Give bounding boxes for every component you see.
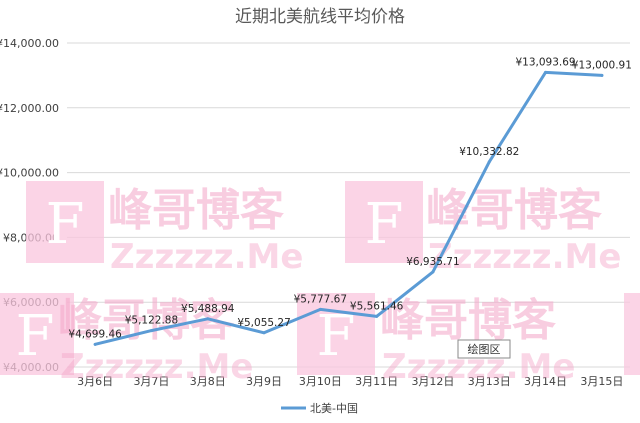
data-label: ¥5,561.46: [350, 300, 404, 312]
data-point: [318, 307, 322, 311]
y-tick-label: ¥10,000.00: [0, 167, 59, 180]
watermark-text: 峰哥博客: [426, 185, 602, 236]
tooltip-label: 绘图区: [468, 342, 501, 356]
data-label: ¥6,935.71: [406, 256, 459, 268]
data-label: ¥5,488.94: [181, 303, 235, 315]
y-tick-label: ¥14,000.00: [0, 37, 59, 50]
data-label: ¥5,777.67: [294, 293, 347, 305]
data-point: [375, 314, 379, 318]
watermark-square: [297, 293, 375, 375]
series-line: [93, 70, 604, 346]
data-point: [544, 70, 548, 74]
chart-title: 近期北美航线平均价格: [235, 7, 405, 27]
x-axis-ticks: 3月6日 3月7日 3月8日 3月9日 3月10日 3月11日 3月12日 3月13日 3月14…: [77, 375, 623, 388]
plot-area-tooltip: 绘图区: [457, 339, 511, 359]
watermark-text: 峰哥博客: [380, 295, 556, 346]
tooltip-box: [457, 339, 511, 359]
watermark-square: [624, 293, 640, 375]
watermark-block: F: [297, 293, 375, 375]
x-tick-label: 3月15日: [580, 375, 623, 388]
watermark-square: [345, 181, 423, 263]
watermark-square: [0, 293, 74, 375]
x-tick-label: 3月11日: [355, 375, 398, 388]
watermark-block: F: [624, 293, 640, 375]
watermark-domain: Zzzzzz.Me: [428, 237, 621, 277]
data-label: ¥5,055.27: [237, 317, 290, 329]
x-tick-label: 3月6日: [77, 375, 113, 388]
x-tick-label: 3月7日: [133, 375, 169, 388]
data-label: ¥10,332.82: [459, 146, 519, 158]
data-point: [93, 342, 97, 346]
legend-label: 北美-中国: [310, 402, 358, 415]
x-tick-label: 3月10日: [299, 375, 342, 388]
data-label: ¥13,000.91: [572, 59, 632, 71]
series-layer: [93, 70, 604, 346]
data-point: [431, 270, 435, 274]
data-point: [600, 73, 604, 77]
y-tick-label: ¥12,000.00: [0, 102, 59, 115]
data-point: [206, 317, 210, 321]
watermark-domain: Zzzzzz.Me: [110, 237, 303, 277]
x-tick-label: 3月14日: [524, 375, 567, 388]
watermark-block: F: [26, 181, 104, 263]
watermark-block: F: [345, 181, 423, 263]
x-tick-label: 3月12日: [411, 375, 454, 388]
watermark-domain: Zzzzzz.Me: [60, 347, 253, 387]
data-labels: ¥4,699.46¥5,122.88¥5,488.94¥5,055.27 ¥5,7…: [68, 56, 631, 340]
watermark-glyph: F: [365, 192, 404, 257]
data-label: ¥13,093.69: [515, 56, 575, 68]
x-tick-label: 3月8日: [190, 375, 226, 388]
x-tick-label: 3月9日: [246, 375, 282, 388]
data-label: ¥4,699.46: [68, 328, 122, 340]
x-tick-label: 3月13日: [468, 375, 511, 388]
watermark-square: [26, 181, 104, 263]
legend[interactable]: 北美-中国: [281, 402, 358, 415]
watermark-glyph: F: [317, 304, 356, 369]
data-point: [149, 329, 153, 333]
data-point: [262, 331, 266, 335]
watermark-glyph: F: [16, 304, 55, 369]
watermark-text: 峰哥博客: [108, 185, 284, 236]
watermark-block: F: [0, 293, 74, 375]
watermark-glyph: F: [46, 192, 85, 257]
data-point: [487, 160, 491, 164]
data-label: ¥5,122.88: [125, 315, 178, 327]
